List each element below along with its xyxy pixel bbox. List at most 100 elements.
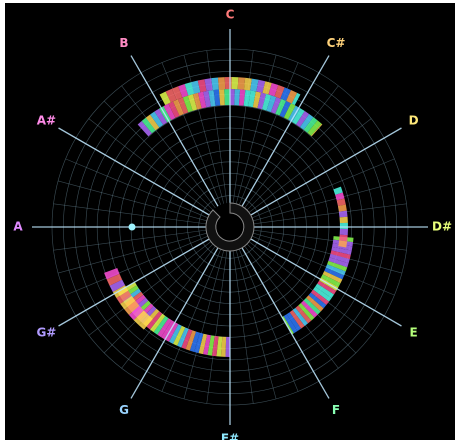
grid-spoke — [103, 243, 214, 354]
note-label-d-sharp: D# — [432, 220, 452, 234]
band-segment — [149, 313, 166, 333]
band-segment — [184, 82, 195, 96]
chromagram-visualizer: C C# D D# E F F# G G# A A# B — [5, 3, 455, 440]
band-segment — [138, 314, 153, 330]
band-segment — [161, 320, 175, 340]
band-segment — [320, 274, 341, 288]
band-segment — [207, 335, 215, 356]
grid-spoke — [244, 245, 339, 369]
band-segment — [181, 328, 193, 350]
band-segment — [333, 186, 343, 195]
band-segment — [194, 332, 204, 354]
band-segment — [150, 111, 164, 128]
band-segment — [306, 295, 324, 312]
band-segment — [274, 85, 285, 99]
band-segment — [282, 316, 294, 335]
band-segment — [308, 292, 327, 309]
band-segment — [165, 322, 179, 342]
band-segment — [213, 89, 221, 106]
band-segment — [339, 222, 348, 230]
band-segment — [141, 117, 156, 134]
band-segment — [211, 335, 219, 357]
band-segment — [303, 117, 318, 133]
band-segment — [116, 290, 132, 304]
band-segment — [208, 89, 216, 107]
note-axis — [130, 55, 222, 212]
band-segment — [197, 79, 207, 93]
grid-spoke — [206, 50, 228, 204]
band-segment — [289, 310, 305, 329]
grid-spoke — [246, 243, 357, 354]
band-segment — [189, 331, 200, 352]
grid-spoke — [183, 54, 225, 204]
grid-spoke — [183, 250, 225, 400]
note-label-c-sharp: C# — [327, 36, 346, 50]
grid-spoke — [235, 250, 277, 400]
band-segment — [109, 279, 126, 292]
band-segment — [146, 311, 163, 330]
band-segment — [218, 89, 225, 106]
grid-spoke — [57, 232, 207, 274]
band-segment — [283, 314, 298, 334]
band-segment — [292, 307, 309, 327]
band-segment — [133, 310, 149, 326]
grid-spoke — [248, 241, 372, 336]
grid-spoke — [121, 245, 216, 369]
band-segment — [231, 77, 239, 90]
band-segment — [243, 89, 251, 107]
band-segment — [339, 216, 348, 224]
note-label-g-sharp: G# — [36, 326, 56, 340]
band-segment — [168, 324, 182, 344]
band-segment — [275, 98, 287, 116]
band-segment — [198, 91, 207, 109]
band-segment — [220, 336, 227, 357]
band-segment — [104, 268, 120, 280]
grid-spoke — [206, 250, 228, 404]
note-axis — [238, 55, 330, 212]
grid-spoke — [57, 180, 207, 222]
grid-spoke — [252, 235, 395, 296]
band-segment — [124, 300, 140, 315]
band-segment — [268, 82, 279, 97]
grid-spoke — [238, 249, 299, 392]
band-segment — [338, 240, 348, 248]
note-axis — [58, 235, 215, 327]
band-segment — [128, 305, 144, 321]
band-segment — [313, 286, 332, 302]
band-segment — [154, 108, 168, 125]
grid-spoke — [88, 118, 212, 213]
grid-spoke — [232, 250, 254, 404]
playhead-marker[interactable] — [128, 223, 136, 231]
grid-spoke — [246, 100, 357, 211]
note-axes — [32, 29, 428, 425]
band-segment — [310, 289, 330, 306]
band-segment — [229, 89, 235, 106]
band-segment — [120, 295, 136, 310]
band-segment — [250, 78, 259, 92]
band-segment — [317, 280, 337, 295]
band-segment — [177, 97, 189, 115]
note-axis — [245, 235, 402, 327]
grid-spoke — [235, 54, 277, 204]
band-segment — [224, 89, 230, 106]
band-segment — [315, 283, 334, 299]
band-segment — [291, 92, 301, 106]
grid-spoke — [103, 100, 214, 211]
band-segment — [279, 100, 291, 118]
band-segment — [328, 257, 349, 268]
band-segment — [286, 89, 298, 104]
band-segment — [336, 198, 346, 207]
band-segment — [145, 114, 160, 131]
band-segment — [252, 91, 262, 109]
spectrum-bands — [104, 77, 354, 357]
band-segment — [217, 77, 226, 90]
band-segment — [280, 87, 292, 101]
grid-spoke — [121, 85, 216, 209]
note-label-f: F — [332, 403, 340, 417]
band-segment — [157, 318, 172, 338]
band-segment — [182, 95, 193, 113]
grid-spoke — [253, 229, 407, 251]
band-segment — [300, 300, 318, 318]
band-segment — [106, 273, 123, 286]
band-segment — [339, 228, 348, 236]
